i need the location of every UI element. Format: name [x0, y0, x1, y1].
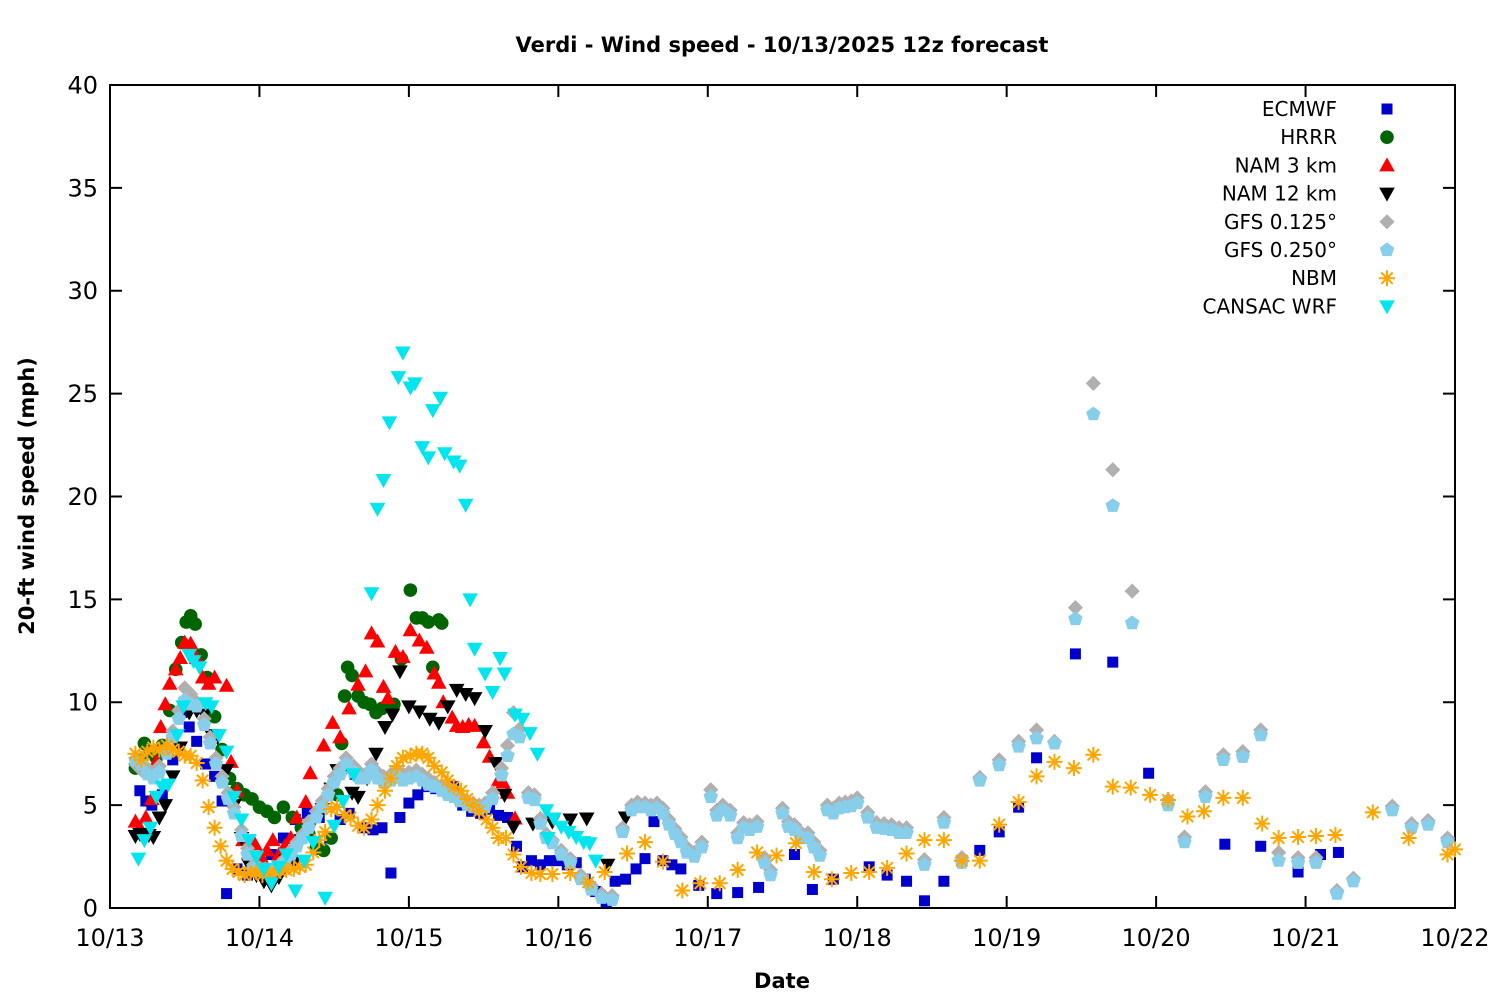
legend-label: NAM 12 km: [1222, 182, 1337, 206]
legend-item-hrrr: HRRR: [1280, 125, 1394, 149]
legend-item-nam-12km: NAM 12 km: [1222, 182, 1395, 206]
x-tick-label: 10/19: [972, 924, 1041, 952]
chart-title: Verdi - Wind speed - 10/13/2025 12z fore…: [516, 33, 1049, 57]
legend-label: HRRR: [1280, 125, 1337, 149]
y-tick-label: 20: [67, 483, 98, 511]
x-tick-label: 10/20: [1122, 924, 1191, 952]
series-cansac-wrf: [130, 346, 604, 906]
plot-area: 0 5 10 15 20 25 30 35 40 10/13 10/14 10/15 10/16 10/1…: [67, 71, 1489, 952]
x-tick-label: 10/22: [1420, 924, 1489, 952]
x-tick-label: 10/17: [673, 924, 742, 952]
x-tick-label: 10/21: [1271, 924, 1340, 952]
x-tick-label: 10/18: [823, 924, 892, 952]
plot-border: [109, 84, 1456, 909]
y-tick-label: 10: [67, 689, 98, 717]
legend-item-nbm: NBM: [1291, 266, 1395, 290]
legend: ECMWF HRRR NAM 3 km NAM 12 km GFS 0.125° GFS …: [1202, 97, 1395, 318]
legend-item-gfs-0125: GFS 0.125°: [1224, 210, 1395, 234]
legend-label: ECMWF: [1262, 97, 1337, 121]
legend-marker-triangle-up: [1379, 157, 1395, 172]
y-tick-label: 40: [67, 71, 98, 99]
legend-marker-diamond: [1379, 214, 1395, 230]
legend-marker-circle: [1380, 130, 1394, 144]
series-nbm: [127, 737, 1463, 899]
y-tick-label: 15: [67, 586, 98, 614]
legend-marker-square: [1381, 103, 1393, 115]
y-tick-label: 30: [67, 277, 98, 305]
legend-label: CANSAC WRF: [1202, 294, 1337, 318]
legend-label: NBM: [1291, 266, 1337, 290]
legend-item-cansac-wrf: CANSAC WRF: [1202, 294, 1395, 318]
x-tick-label: 10/16: [524, 924, 593, 952]
legend-marker-triangle-down: [1379, 300, 1395, 315]
y-tick-label: 0: [83, 894, 98, 922]
legend-marker-triangle-down: [1379, 187, 1395, 202]
legend-marker-asterisk: [1379, 270, 1395, 287]
legend-item-ecmwf: ECMWF: [1262, 97, 1393, 121]
x-tick-label: 10/15: [374, 924, 443, 952]
x-tick-label: 10/14: [225, 924, 294, 952]
x-tick-label: 10/13: [75, 924, 144, 952]
x-axis-label: Date: [754, 969, 810, 993]
legend-label: NAM 3 km: [1235, 153, 1337, 177]
y-tick-label: 25: [67, 380, 98, 408]
legend-item-nam-3km: NAM 3 km: [1235, 153, 1395, 177]
y-tick-label: 5: [83, 792, 98, 820]
y-axis-label: 20-ft wind speed (mph): [15, 357, 39, 635]
legend-label: GFS 0.250°: [1224, 238, 1337, 262]
legend-label: GFS 0.125°: [1224, 210, 1337, 234]
legend-marker-pentagon: [1379, 242, 1395, 257]
y-tick-label: 35: [67, 174, 98, 202]
legend-item-gfs-0250: GFS 0.250°: [1224, 238, 1395, 262]
